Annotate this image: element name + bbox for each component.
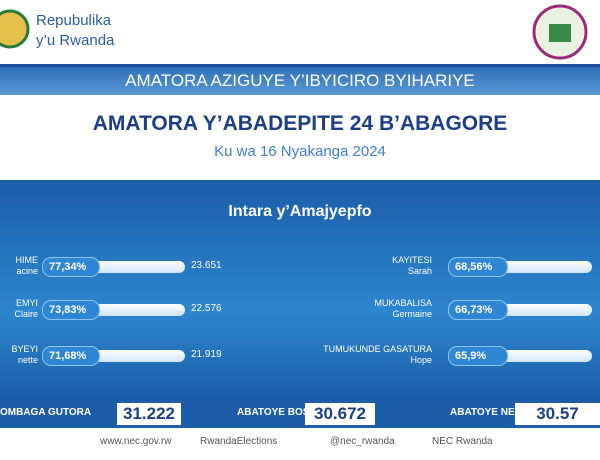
vote-bar xyxy=(95,261,185,273)
percent: 71,68% xyxy=(42,346,100,366)
percent: 77,34% xyxy=(42,257,100,277)
logo-line1: Repubulika xyxy=(36,12,112,29)
candidate-first-name: Sarah xyxy=(407,266,432,276)
votes: 22.576 xyxy=(191,303,222,314)
candidate-surname: KAYITESI xyxy=(392,255,432,265)
title: AMATORA Y’ABADEPITE 24 B’ABAGORE xyxy=(92,112,508,135)
facebook: NEC Rwanda xyxy=(432,436,493,447)
vote-bar xyxy=(95,350,185,362)
total-value: 30.672 xyxy=(305,403,375,425)
candidate-first-name: nette xyxy=(17,355,38,365)
candidate-surname: HIME xyxy=(15,255,39,265)
votes: 21.919 xyxy=(191,349,222,360)
candidate-surname: EMYI xyxy=(15,298,38,308)
candidate-surname: BYEYI xyxy=(11,344,38,354)
percent: 73,83% xyxy=(42,300,100,320)
vote-bar xyxy=(500,350,592,362)
total-label: ABATOYE BOSE xyxy=(237,407,317,418)
percent: 68,56% xyxy=(448,257,508,277)
candidate-surname: TUMUKUNDE GASATURA xyxy=(323,344,432,354)
candidate-first-name: Hope xyxy=(410,355,432,365)
percent: 66,73% xyxy=(448,300,508,320)
vote-bar xyxy=(500,304,592,316)
candidate-first-name: acine xyxy=(16,266,38,276)
instagram: @nec_rwanda xyxy=(330,436,395,447)
total-label: OMBAGA GUTORA xyxy=(0,407,92,418)
logo-line2: y’u Rwanda xyxy=(36,32,115,49)
emblem xyxy=(0,9,30,49)
website: www.nec.gov.rw xyxy=(100,436,172,447)
total-value: 31.222 xyxy=(117,403,181,425)
region: Intara y’Amajyepfo xyxy=(228,203,372,220)
percent: 65,9% xyxy=(448,346,508,366)
total-label: ABATOYE NEZA xyxy=(450,407,528,418)
banner: AMATORA AZIGUYE Y’IBYICIRO BYIHARIYE xyxy=(0,64,600,95)
nec-logo xyxy=(532,4,588,60)
total-value: 30.57 xyxy=(515,403,600,425)
candidate-first-name: Claire xyxy=(14,309,38,319)
totals-band xyxy=(0,400,600,428)
vote-bar xyxy=(500,261,592,273)
candidate-first-name: Germaine xyxy=(392,309,432,319)
subtitle: Ku wa 16 Nyakanga 2024 xyxy=(214,143,386,160)
candidate-surname: MUKABALISA xyxy=(374,298,432,308)
votes: 23.651 xyxy=(191,260,222,271)
x-handle: RwandaElections xyxy=(200,436,278,447)
vote-bar xyxy=(95,304,185,316)
